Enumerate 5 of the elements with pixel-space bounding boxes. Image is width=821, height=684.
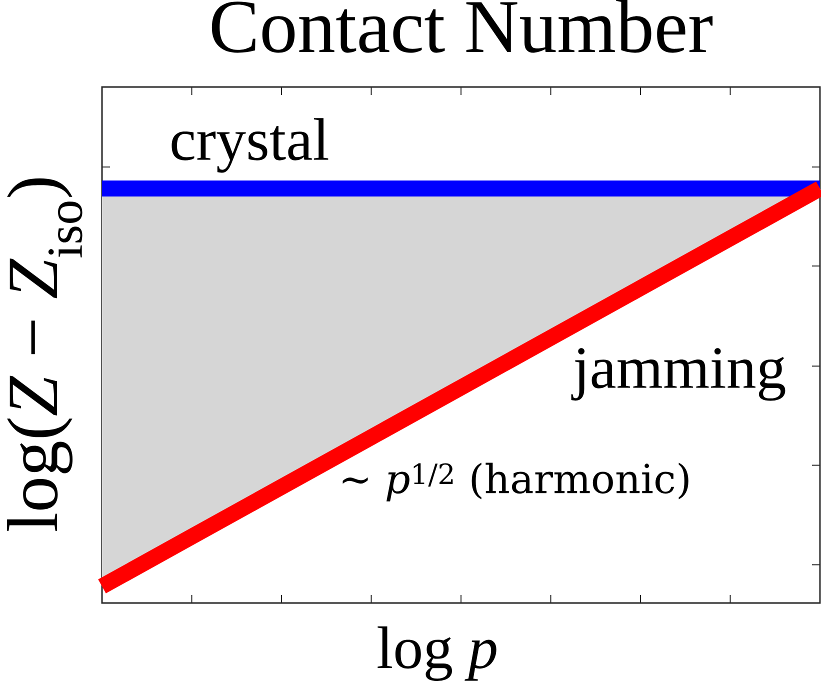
annotation: ∼ p$^{1/2}$ (harmonic) bbox=[342, 462, 688, 502]
series-label: jamming bbox=[571, 348, 786, 401]
x-axis-title: log p bbox=[378, 626, 496, 681]
y-axis-title: log(Z − Z$_{iso}$) bbox=[7, 178, 82, 531]
series-label: crystal bbox=[172, 118, 328, 173]
